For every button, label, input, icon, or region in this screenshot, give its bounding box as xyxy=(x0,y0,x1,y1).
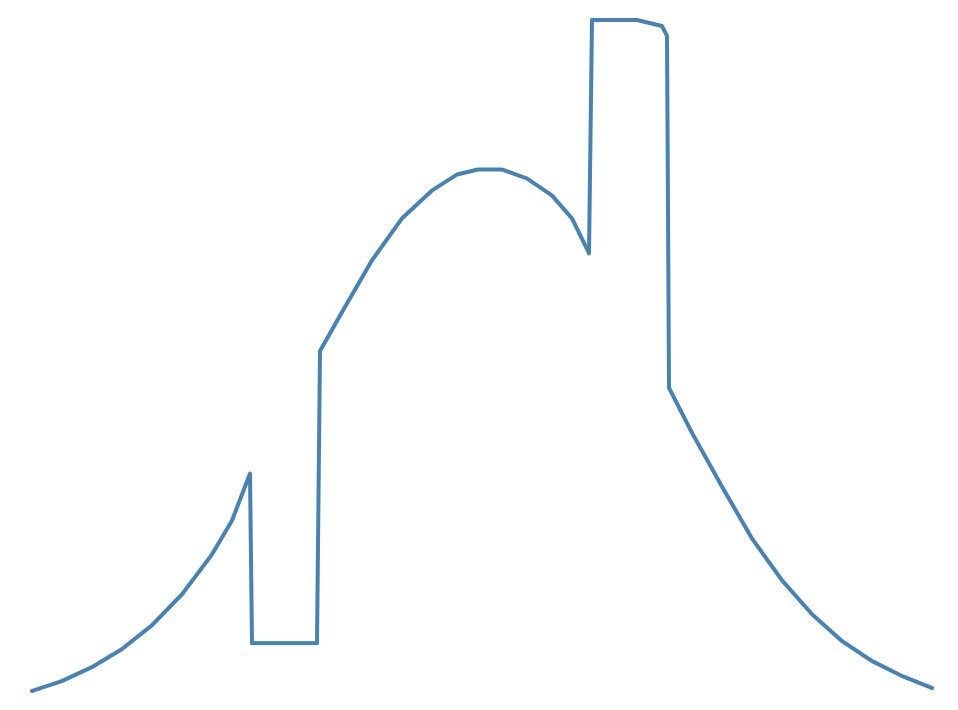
series-line-0 xyxy=(30,18,934,693)
series-layer xyxy=(30,18,934,693)
